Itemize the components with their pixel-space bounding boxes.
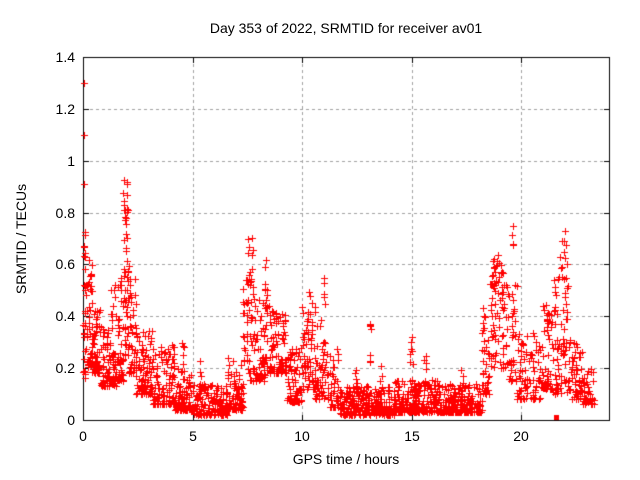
y-tick-label: 0.6 bbox=[55, 256, 75, 272]
y-axis-label: SRMTID / TECUs bbox=[13, 183, 29, 295]
x-tick-label: 20 bbox=[513, 428, 529, 444]
chart-title: Day 353 of 2022, SRMTID for receiver av0… bbox=[209, 20, 483, 36]
x-tick-label: 5 bbox=[189, 428, 197, 444]
y-tick-label: 0.8 bbox=[55, 205, 75, 221]
y-tick-label: 1.2 bbox=[55, 101, 75, 117]
x-tick-label: 0 bbox=[79, 428, 87, 444]
x-axis-label: GPS time / hours bbox=[292, 451, 400, 467]
y-tick-label: 1 bbox=[67, 153, 75, 169]
y-tick-label: 0.4 bbox=[55, 308, 75, 324]
y-tick-label: 1.4 bbox=[55, 49, 75, 65]
y-tick-label: 0 bbox=[67, 412, 75, 428]
y-tick-label: 0.2 bbox=[55, 360, 75, 376]
x-tick-label: 15 bbox=[404, 428, 420, 444]
x-tick-label: 10 bbox=[294, 428, 310, 444]
